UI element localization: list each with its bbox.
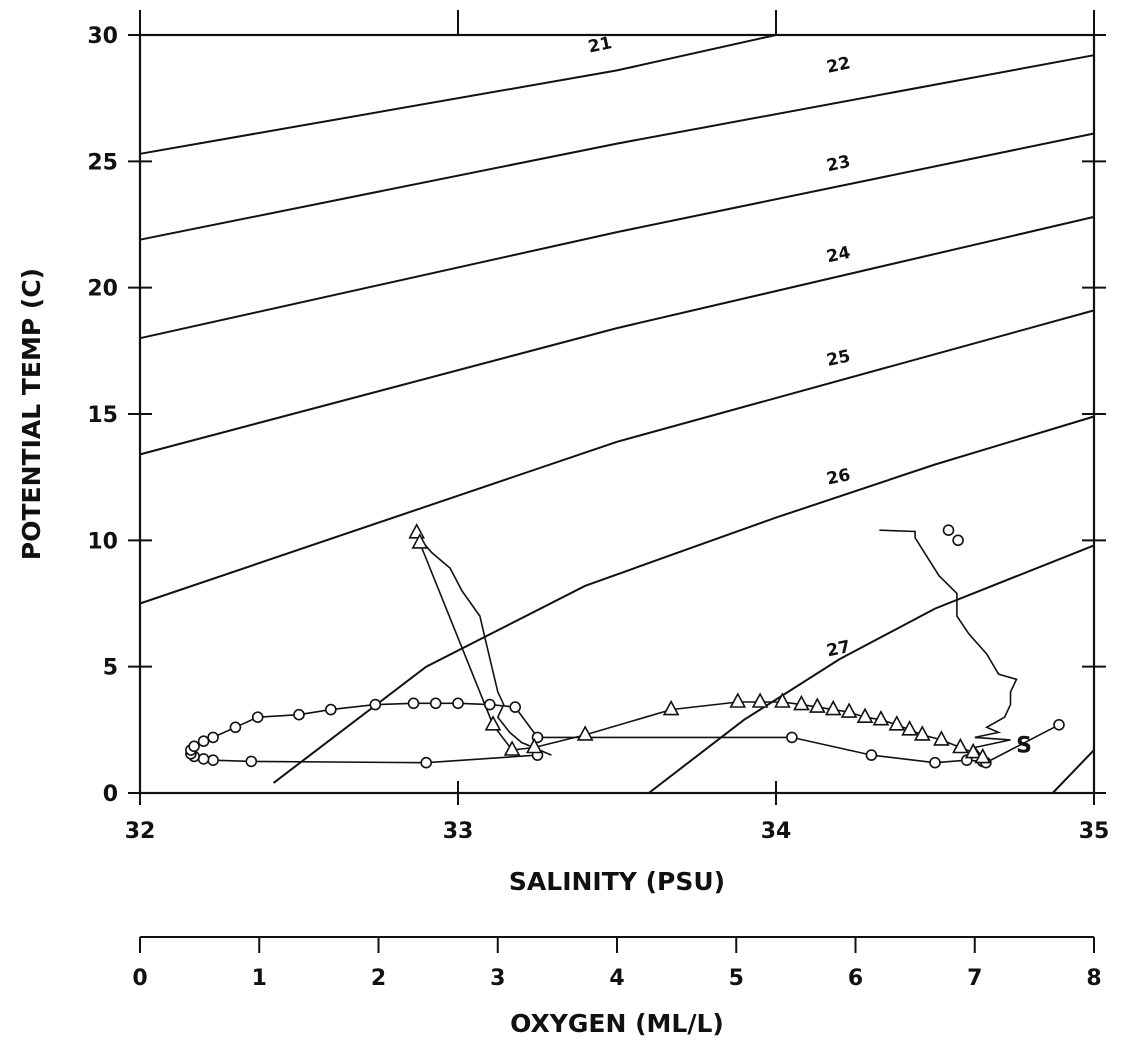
- x-tick-label: 32: [125, 819, 156, 844]
- isopycnal-line: [1051, 749, 1095, 794]
- circle-marker: [324, 703, 337, 716]
- triangle-marker: [576, 725, 594, 741]
- oxygen-tick-label: 3: [490, 966, 505, 991]
- plot-area: [138, 33, 1096, 795]
- isopycnal-line: [648, 544, 1095, 794]
- triangle-marker: [662, 699, 680, 716]
- isopycnal-lines: 21 22 23 24 25 26 27: [139, 33, 1095, 794]
- isopycnal-line: [272, 415, 1095, 784]
- y-tick-label: 20: [87, 277, 118, 302]
- annotation-label: S: [1016, 734, 1032, 759]
- isopycnal-label: 24: [825, 243, 852, 268]
- circle-marker: [197, 735, 210, 748]
- triangle-marker: [484, 715, 502, 731]
- circle-marker: [293, 708, 305, 721]
- triangle-marker: [964, 742, 982, 759]
- circle-marker: [509, 701, 522, 713]
- triangle-marker: [872, 710, 890, 726]
- triangle-marker: [824, 699, 842, 716]
- triangle-marker: [952, 737, 969, 754]
- profile-lines: [190, 529, 1060, 764]
- profile-markers: S: [185, 523, 1065, 769]
- triangle-marker: [888, 715, 906, 731]
- circle-marker: [245, 755, 258, 768]
- circle-marker: [483, 698, 496, 711]
- isopycnal-label: 25: [825, 346, 852, 370]
- circle-marker: [942, 524, 955, 537]
- circle-marker: [197, 753, 210, 765]
- isopycnal-line: [139, 34, 777, 155]
- circle-marker: [865, 749, 878, 761]
- oxygen-tick-label: 5: [729, 966, 744, 991]
- isopycnal-line: [139, 215, 1095, 456]
- circle-marker: [369, 698, 382, 711]
- oxygen-axis-label: OXYGEN (ML/L): [510, 1009, 724, 1038]
- circle-marker: [1053, 718, 1065, 731]
- y-tick-label: 0: [103, 782, 118, 807]
- circle-marker: [786, 731, 798, 744]
- isopycnal-label: 21: [586, 33, 613, 57]
- oxygen-tick-label: 8: [1086, 966, 1101, 991]
- triangle-marker: [974, 747, 992, 764]
- x-axis-label: SALINITY (PSU): [509, 867, 725, 896]
- circle-marker: [929, 756, 941, 769]
- isopycnal-line: [139, 309, 1095, 605]
- triangle-marker: [793, 694, 810, 711]
- isopycnal-label: 23: [825, 152, 852, 176]
- x-tick-label: 34: [761, 819, 792, 844]
- x-tick-label: 33: [443, 819, 474, 844]
- plot-frame: [138, 33, 1096, 795]
- isopycnal-line: [139, 132, 1095, 340]
- isopycnal-line: [139, 54, 1095, 241]
- y-tick-label: 30: [87, 24, 118, 49]
- circle-marker: [429, 697, 442, 710]
- y-tick-label: 5: [103, 656, 118, 681]
- axis-ticks: [128, 10, 1106, 953]
- triangle-marker: [411, 533, 429, 549]
- oxygen-tick-label: 6: [848, 966, 863, 991]
- profile-line: [879, 529, 1018, 756]
- y-axis-label: POTENTIAL TEMP (C): [17, 268, 46, 560]
- triangle-marker: [840, 702, 858, 718]
- isopycnal-label: 22: [825, 53, 852, 77]
- oxygen-tick-label: 7: [967, 966, 982, 991]
- triangle-marker: [729, 692, 747, 708]
- profile-line: [190, 702, 1060, 764]
- oxygen-tick-label: 0: [132, 966, 147, 991]
- isopycnal-label: 27: [825, 637, 852, 661]
- triangle-marker: [503, 740, 521, 756]
- circle-marker: [420, 756, 433, 769]
- triangle-marker: [774, 692, 791, 708]
- circle-marker: [452, 697, 464, 710]
- triangle-marker: [933, 730, 950, 746]
- circle-marker: [952, 534, 964, 547]
- oxygen-tick-label: 4: [609, 966, 624, 991]
- oxygen-tick-label: 2: [371, 966, 386, 991]
- circle-marker: [207, 754, 219, 767]
- triangle-marker: [856, 707, 874, 724]
- triangle-marker: [408, 523, 426, 539]
- triangle-marker: [901, 720, 918, 736]
- profile-line: [413, 532, 552, 756]
- triangle-marker: [808, 697, 826, 713]
- circle-marker: [229, 721, 242, 734]
- circle-marker: [188, 740, 200, 753]
- triangle-marker: [751, 692, 769, 708]
- x-tick-label: 35: [1079, 819, 1110, 844]
- y-tick-label: 15: [87, 403, 118, 428]
- circle-marker: [407, 697, 420, 710]
- triangle-marker: [913, 725, 931, 741]
- y-tick-label: 10: [87, 529, 118, 554]
- oxygen-tick-label: 1: [252, 966, 267, 991]
- circle-marker: [251, 711, 264, 724]
- isopycnal-label: 26: [825, 465, 852, 489]
- triangle-marker: [525, 737, 543, 754]
- y-tick-label: 25: [87, 150, 118, 175]
- circle-marker: [207, 731, 219, 744]
